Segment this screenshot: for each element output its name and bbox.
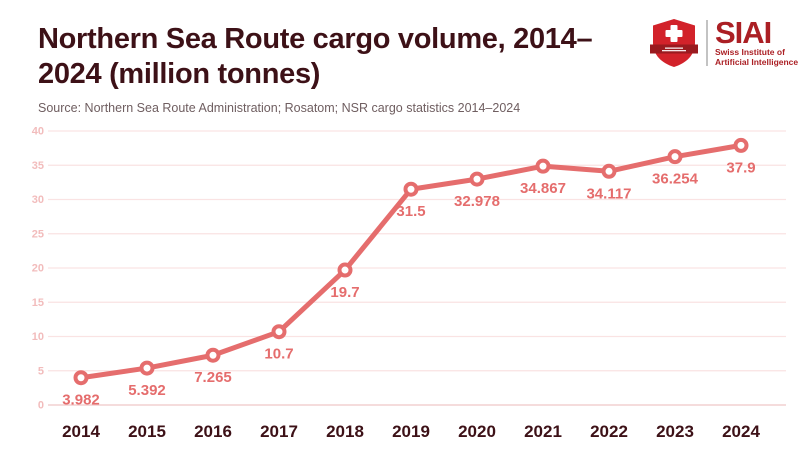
x-tick-label-2018: 2018 — [326, 422, 364, 441]
data-label-2014: 3.982 — [62, 392, 100, 409]
data-label-2021: 34.867 — [520, 180, 566, 197]
data-point-2021 — [535, 158, 551, 174]
data-point-2020 — [469, 171, 485, 187]
data-label-2016: 7.265 — [194, 369, 232, 386]
chart-title-line2: 2024 (million tonnes) — [38, 58, 321, 90]
chart-title: Northern Sea Route cargo volume, 2014– 20… — [38, 22, 678, 92]
y-tick-label: 30 — [32, 194, 44, 206]
data-label-2024: 37.9 — [726, 159, 755, 176]
data-point-2014 — [73, 370, 89, 386]
x-tick-label-2014: 2014 — [62, 422, 100, 441]
x-tick-label-2015: 2015 — [128, 422, 166, 441]
x-tick-label-2024: 2024 — [722, 422, 760, 441]
y-tick-label: 0 — [38, 400, 44, 412]
data-point-2015 — [139, 360, 155, 376]
data-point-2016 — [205, 347, 221, 363]
data-label-2023: 36.254 — [652, 171, 699, 188]
logo-subtitle-line2: Artificial Intelligence — [715, 57, 799, 67]
x-tick-label-2019: 2019 — [392, 422, 430, 441]
y-tick-label: 15 — [32, 297, 44, 309]
logo-text: SIAI Swiss Institute of Artificial Intel… — [715, 15, 799, 67]
x-tick-label-2023: 2023 — [656, 422, 694, 441]
data-label-2017: 10.7 — [264, 346, 293, 363]
x-tick-label-2017: 2017 — [260, 422, 298, 441]
data-label-2020: 32.978 — [454, 193, 500, 210]
logo-subtitle-line1: Swiss Institute of — [715, 47, 785, 57]
logo-acronym: SIAI — [715, 15, 772, 50]
y-tick-label: 20 — [32, 263, 44, 275]
y-tick-label: 25 — [32, 228, 44, 240]
data-point-2019 — [403, 181, 419, 197]
x-tick-label-2021: 2021 — [524, 422, 562, 441]
data-point-2018 — [337, 262, 353, 278]
data-point-2022 — [601, 163, 617, 179]
x-tick-label-2022: 2022 — [590, 422, 628, 441]
x-tick-label-2020: 2020 — [458, 422, 496, 441]
x-tick-label-2016: 2016 — [194, 422, 232, 441]
data-point-2023 — [667, 149, 683, 165]
y-tick-label: 5 — [38, 365, 44, 377]
siai-shield-icon — [650, 19, 698, 67]
data-label-2019: 31.5 — [396, 203, 425, 220]
data-label-2015: 5.392 — [128, 382, 166, 399]
y-tick-label: 10 — [32, 331, 44, 343]
data-point-2017 — [271, 324, 287, 340]
siai-logo: SIAI Swiss Institute of Artificial Intel… — [650, 15, 799, 68]
y-tick-label: 40 — [32, 126, 44, 138]
data-label-2022: 34.117 — [586, 185, 631, 202]
data-point-2024 — [733, 137, 749, 153]
logo-divider — [706, 20, 708, 66]
chart-title-line1: Northern Sea Route cargo volume, 2014– — [38, 23, 593, 55]
cargo-volume-series-line — [78, 142, 744, 381]
y-tick-label: 35 — [32, 160, 44, 172]
source-note: Source: Northern Sea Route Administratio… — [38, 101, 521, 115]
data-label-2018: 19.7 — [330, 284, 359, 301]
